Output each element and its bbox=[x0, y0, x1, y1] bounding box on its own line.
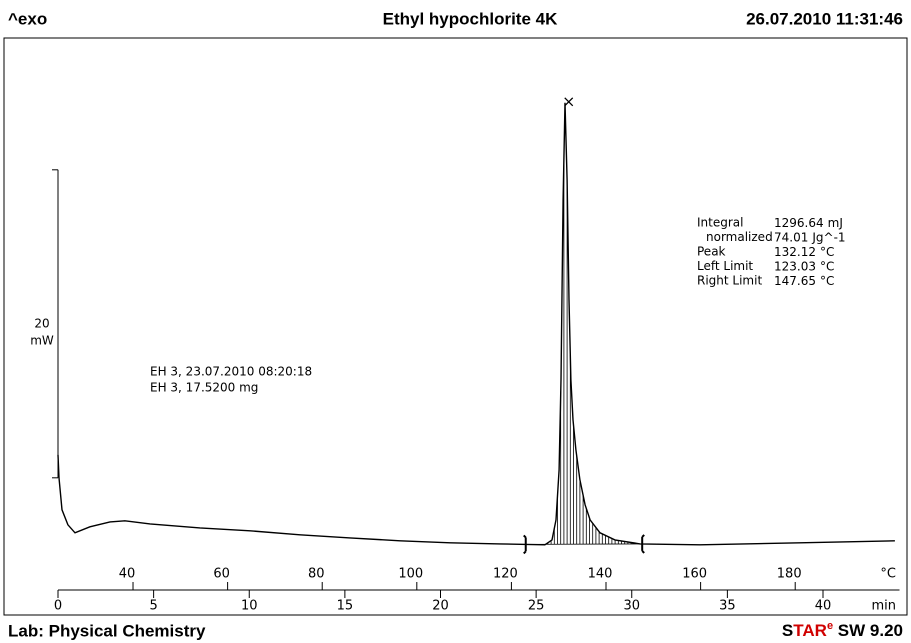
result-unit: °C bbox=[820, 245, 834, 259]
x2-tick-label: 100 bbox=[398, 567, 423, 582]
curve bbox=[57, 102, 895, 546]
result-unit: Jg^-1 bbox=[811, 230, 845, 244]
x2-tick-label: 180 bbox=[777, 567, 802, 582]
result-value: 74.01 Jg^-1 bbox=[774, 230, 846, 244]
peak-marker bbox=[564, 97, 574, 107]
x-tick-label: 15 bbox=[337, 599, 354, 614]
lab-label: Lab: Physical Chemistry bbox=[8, 621, 206, 640]
sw-part: S bbox=[782, 621, 793, 640]
limit-marker bbox=[523, 534, 527, 555]
x2-tick-label: 80 bbox=[308, 567, 325, 582]
x-tick-label: 10 bbox=[241, 599, 258, 614]
result-label: Left Limit bbox=[697, 259, 753, 273]
scale-unit: mW bbox=[30, 333, 54, 347]
limit-marker bbox=[641, 534, 645, 554]
x-tick-label: 20 bbox=[432, 599, 449, 614]
result-label: Peak bbox=[697, 245, 726, 259]
result-value: 1296.64 mJ bbox=[774, 216, 843, 230]
result-unit: °C bbox=[820, 259, 834, 273]
timestamp: 26.07.2010 11:31:46 bbox=[746, 9, 903, 28]
software-label: STARe SW 9.20 bbox=[782, 620, 903, 641]
result-value: 123.03 °C bbox=[774, 259, 834, 273]
x2-unit: °C bbox=[880, 567, 896, 582]
sw-part: SW 9.20 bbox=[833, 621, 903, 640]
result-label: normalized bbox=[706, 230, 773, 244]
x-tick-label: 30 bbox=[623, 599, 640, 614]
x-tick-label: 0 bbox=[54, 599, 62, 614]
result-number: 123.03 bbox=[774, 259, 816, 273]
x2-tick-label: 120 bbox=[493, 567, 518, 582]
result-unit: mJ bbox=[828, 216, 843, 230]
x2-tick-label: 40 bbox=[119, 567, 136, 582]
result-number: 147.65 bbox=[774, 274, 816, 288]
result-value: 147.65 °C bbox=[774, 274, 834, 288]
frame bbox=[3, 37, 908, 616]
sw-part: e bbox=[827, 620, 833, 632]
sw-part: TAR bbox=[793, 621, 827, 640]
x-tick-label: 25 bbox=[528, 599, 545, 614]
annotation: EH 3, 23.07.2010 08:20:18 bbox=[150, 365, 312, 379]
x2-tick-label: 60 bbox=[213, 567, 230, 582]
x2-tick-label: 140 bbox=[588, 567, 613, 582]
result-number: 132.12 bbox=[774, 245, 816, 259]
x-unit: min bbox=[871, 599, 896, 614]
x2-tick-label: 160 bbox=[682, 567, 707, 582]
result-label: Integral bbox=[697, 216, 743, 230]
result-number: 74.01 bbox=[774, 230, 808, 244]
result-value: 132.12 °C bbox=[774, 245, 834, 259]
chart-title: Ethyl hypochlorite 4K bbox=[383, 9, 558, 28]
x-tick-label: 35 bbox=[719, 599, 736, 614]
result-label: Right Limit bbox=[697, 274, 762, 288]
scale-label: 20 bbox=[34, 316, 49, 330]
x-tick-label: 40 bbox=[815, 599, 832, 614]
x-tick-label: 5 bbox=[149, 599, 157, 614]
annotation: EH 3, 17.5200 mg bbox=[150, 381, 258, 395]
exo-label: ^exo bbox=[8, 9, 47, 28]
result-unit: °C bbox=[820, 274, 834, 288]
result-number: 1296.64 bbox=[774, 216, 824, 230]
